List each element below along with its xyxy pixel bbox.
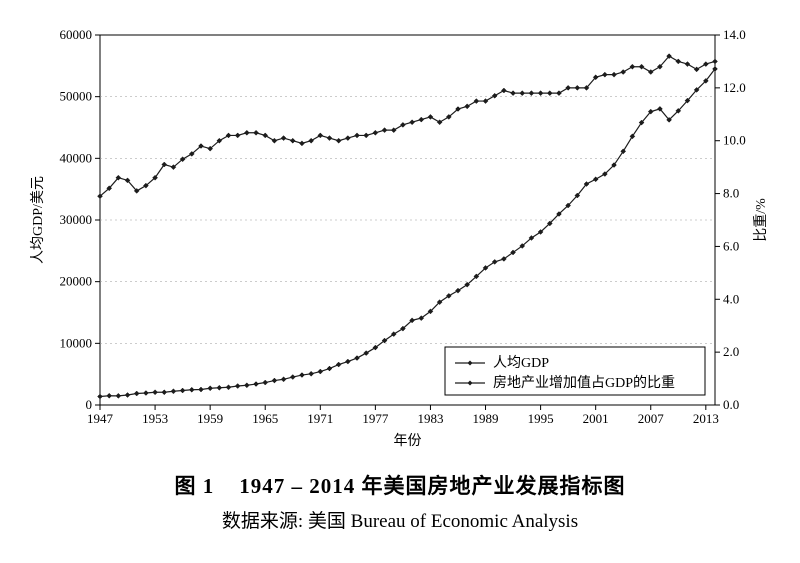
svg-text:20000: 20000 [60,274,93,289]
svg-text:1959: 1959 [197,411,223,426]
svg-text:50000: 50000 [60,89,93,104]
svg-text:10.0: 10.0 [723,133,746,148]
y-axis-right-label: 比重/% [753,198,769,242]
svg-text:1995: 1995 [528,411,554,426]
series-1 [98,54,718,199]
y-axis-right: 0.0 2.0 4.0 6.0 8.0 10.0 12.0 14.0 [715,27,746,412]
chart-svg: 0 10000 20000 30000 40000 50000 60000 0.0 2.0 4.0… [15,20,785,460]
svg-text:2001: 2001 [583,411,609,426]
source-line: 数据来源: 美国 Bureau of Economic Analysis [0,506,800,533]
source-label: 数据来源: [222,511,303,532]
chart-container: 0 10000 20000 30000 40000 50000 60000 0.0 2.0 4.0… [15,20,785,460]
svg-text:10000: 10000 [60,335,93,350]
svg-text:1971: 1971 [307,411,333,426]
y-axis-left: 0 10000 20000 30000 40000 50000 60000 [60,27,101,412]
svg-text:1977: 1977 [362,411,389,426]
svg-text:60000: 60000 [60,27,93,42]
x-axis-label: 年份 [394,433,422,449]
svg-text:40000: 40000 [60,150,93,165]
svg-text:1989: 1989 [473,411,499,426]
svg-text:房地产业增加值占GDP的比重: 房地产业增加值占GDP的比重 [493,375,675,391]
svg-text:4.0: 4.0 [723,291,739,306]
svg-text:8.0: 8.0 [723,186,739,201]
source-en: Bureau of Economic Analysis [351,511,578,532]
svg-text:0.0: 0.0 [723,397,739,412]
svg-text:1953: 1953 [142,411,168,426]
y-axis-left-label: 人均GDP/美元 [30,176,46,264]
svg-text:6.0: 6.0 [723,238,739,253]
svg-text:14.0: 14.0 [723,27,746,42]
svg-text:2.0: 2.0 [723,344,739,359]
caption-prefix: 图 1 [175,474,215,498]
svg-text:12.0: 12.0 [723,80,746,95]
source-cn: 美国 [308,511,351,532]
x-axis: 1947 1953 1959 1965 1971 1977 1983 1989 1995 2001… [87,405,719,426]
svg-text:1947: 1947 [87,411,114,426]
svg-text:0: 0 [86,397,93,412]
svg-text:30000: 30000 [60,212,93,227]
svg-text:2013: 2013 [693,411,719,426]
grid [100,97,715,344]
svg-text:人均GDP: 人均GDP [493,355,549,371]
legend: 人均GDP 房地产业增加值占GDP的比重 [445,347,705,395]
caption-title: 1947 – 2014 年美国房地产业发展指标图 [239,474,625,498]
figure-caption: 图 1 1947 – 2014 年美国房地产业发展指标图 [0,470,800,500]
svg-text:2007: 2007 [638,411,665,426]
svg-text:1983: 1983 [417,411,443,426]
svg-text:1965: 1965 [252,411,278,426]
